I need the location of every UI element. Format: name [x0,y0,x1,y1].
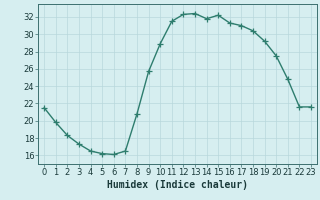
X-axis label: Humidex (Indice chaleur): Humidex (Indice chaleur) [107,180,248,190]
